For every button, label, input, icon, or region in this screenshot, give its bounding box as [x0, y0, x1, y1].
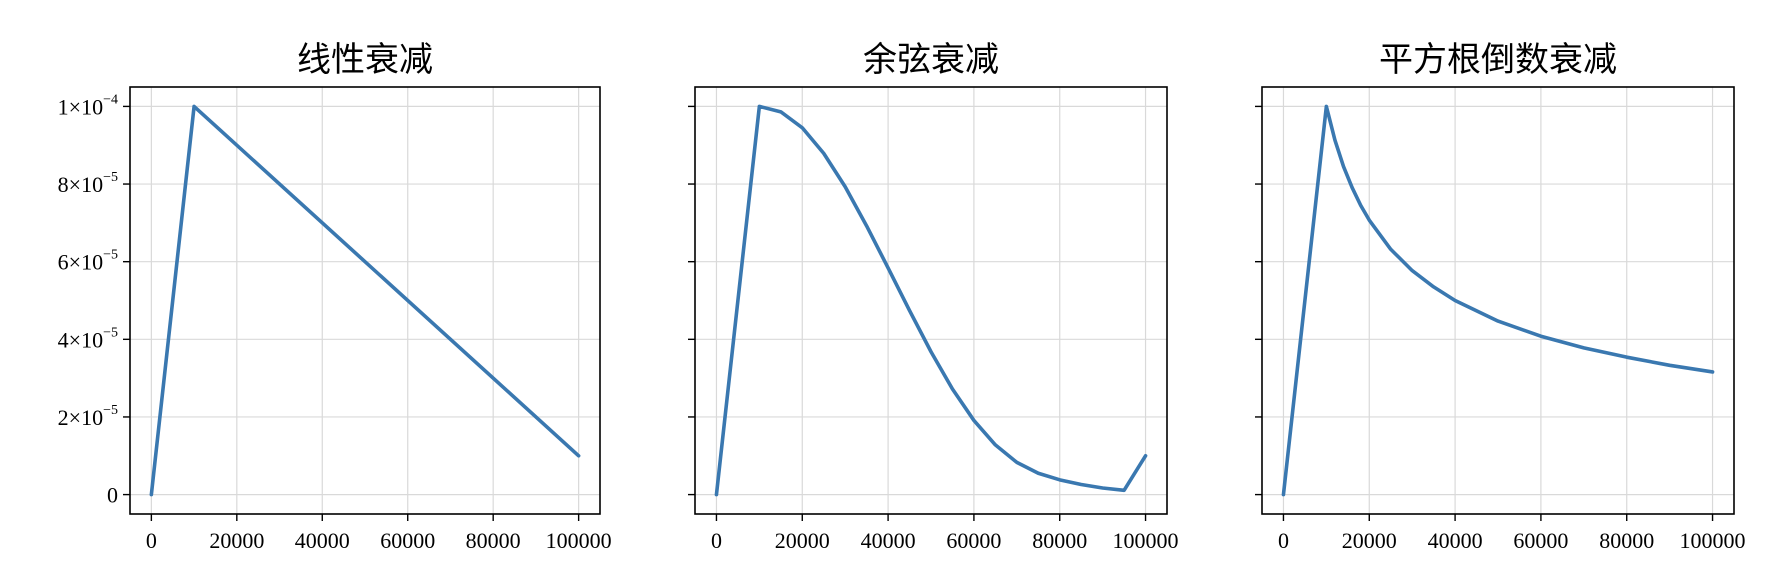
x-tick-label: 80000: [466, 528, 521, 553]
y-tick-label: 8×10−5: [58, 170, 118, 197]
x-tick-label: 80000: [1032, 528, 1087, 553]
series-line-1: [149, 104, 581, 497]
series-line-1: [1281, 104, 1715, 497]
chart-title: 余弦衰减: [863, 41, 999, 79]
x-tick-label: 0: [146, 528, 157, 553]
y-tick-label: 6×10−5: [58, 248, 118, 275]
x-tick-label: 40000: [295, 528, 350, 553]
y-tick-label: 2×10−5: [58, 403, 118, 430]
x-tick-label: 60000: [1513, 528, 1568, 553]
plot-frame: [129, 86, 601, 515]
y-tick-label: 4×10−5: [58, 325, 118, 352]
x-tick-label: 100000: [1113, 528, 1179, 553]
x-tick-label: 60000: [380, 528, 435, 553]
chart-title: 平方根倒数衰减: [1379, 41, 1617, 79]
chart-panel-2: 余弦衰减 0 20000 40000 60000 80000 100000: [688, 41, 1179, 553]
chart-title: 线性衰减: [297, 41, 433, 79]
x-tick-label: 60000: [946, 528, 1001, 553]
x-tick-label: 100000: [546, 528, 612, 553]
x-tick-label: 40000: [861, 528, 916, 553]
x-tick-label: 100000: [1680, 528, 1746, 553]
chart-panel-3: 平方根倒数衰减 0 20000 40000 60000 80000 100000: [1255, 41, 1746, 553]
series-line-1: [714, 104, 1148, 497]
x-tick-label: 0: [1278, 528, 1289, 553]
x-tick-label: 20000: [775, 528, 830, 553]
x-tick-label: 0: [711, 528, 722, 553]
x-tick-label: 40000: [1428, 528, 1483, 553]
y-tick-label: 1×10−4: [58, 92, 118, 119]
x-tick-label: 80000: [1599, 528, 1654, 553]
chart-panel-1: 线性衰减 0 20000 40000 60000 80000 100000 0 2×10−5 4×…: [58, 41, 612, 553]
x-tick-label: 20000: [209, 528, 264, 553]
plot-frame: [694, 86, 1168, 515]
y-tick-label: 0: [107, 483, 118, 508]
plot-frame: [1261, 86, 1735, 515]
x-tick-label: 20000: [1342, 528, 1397, 553]
